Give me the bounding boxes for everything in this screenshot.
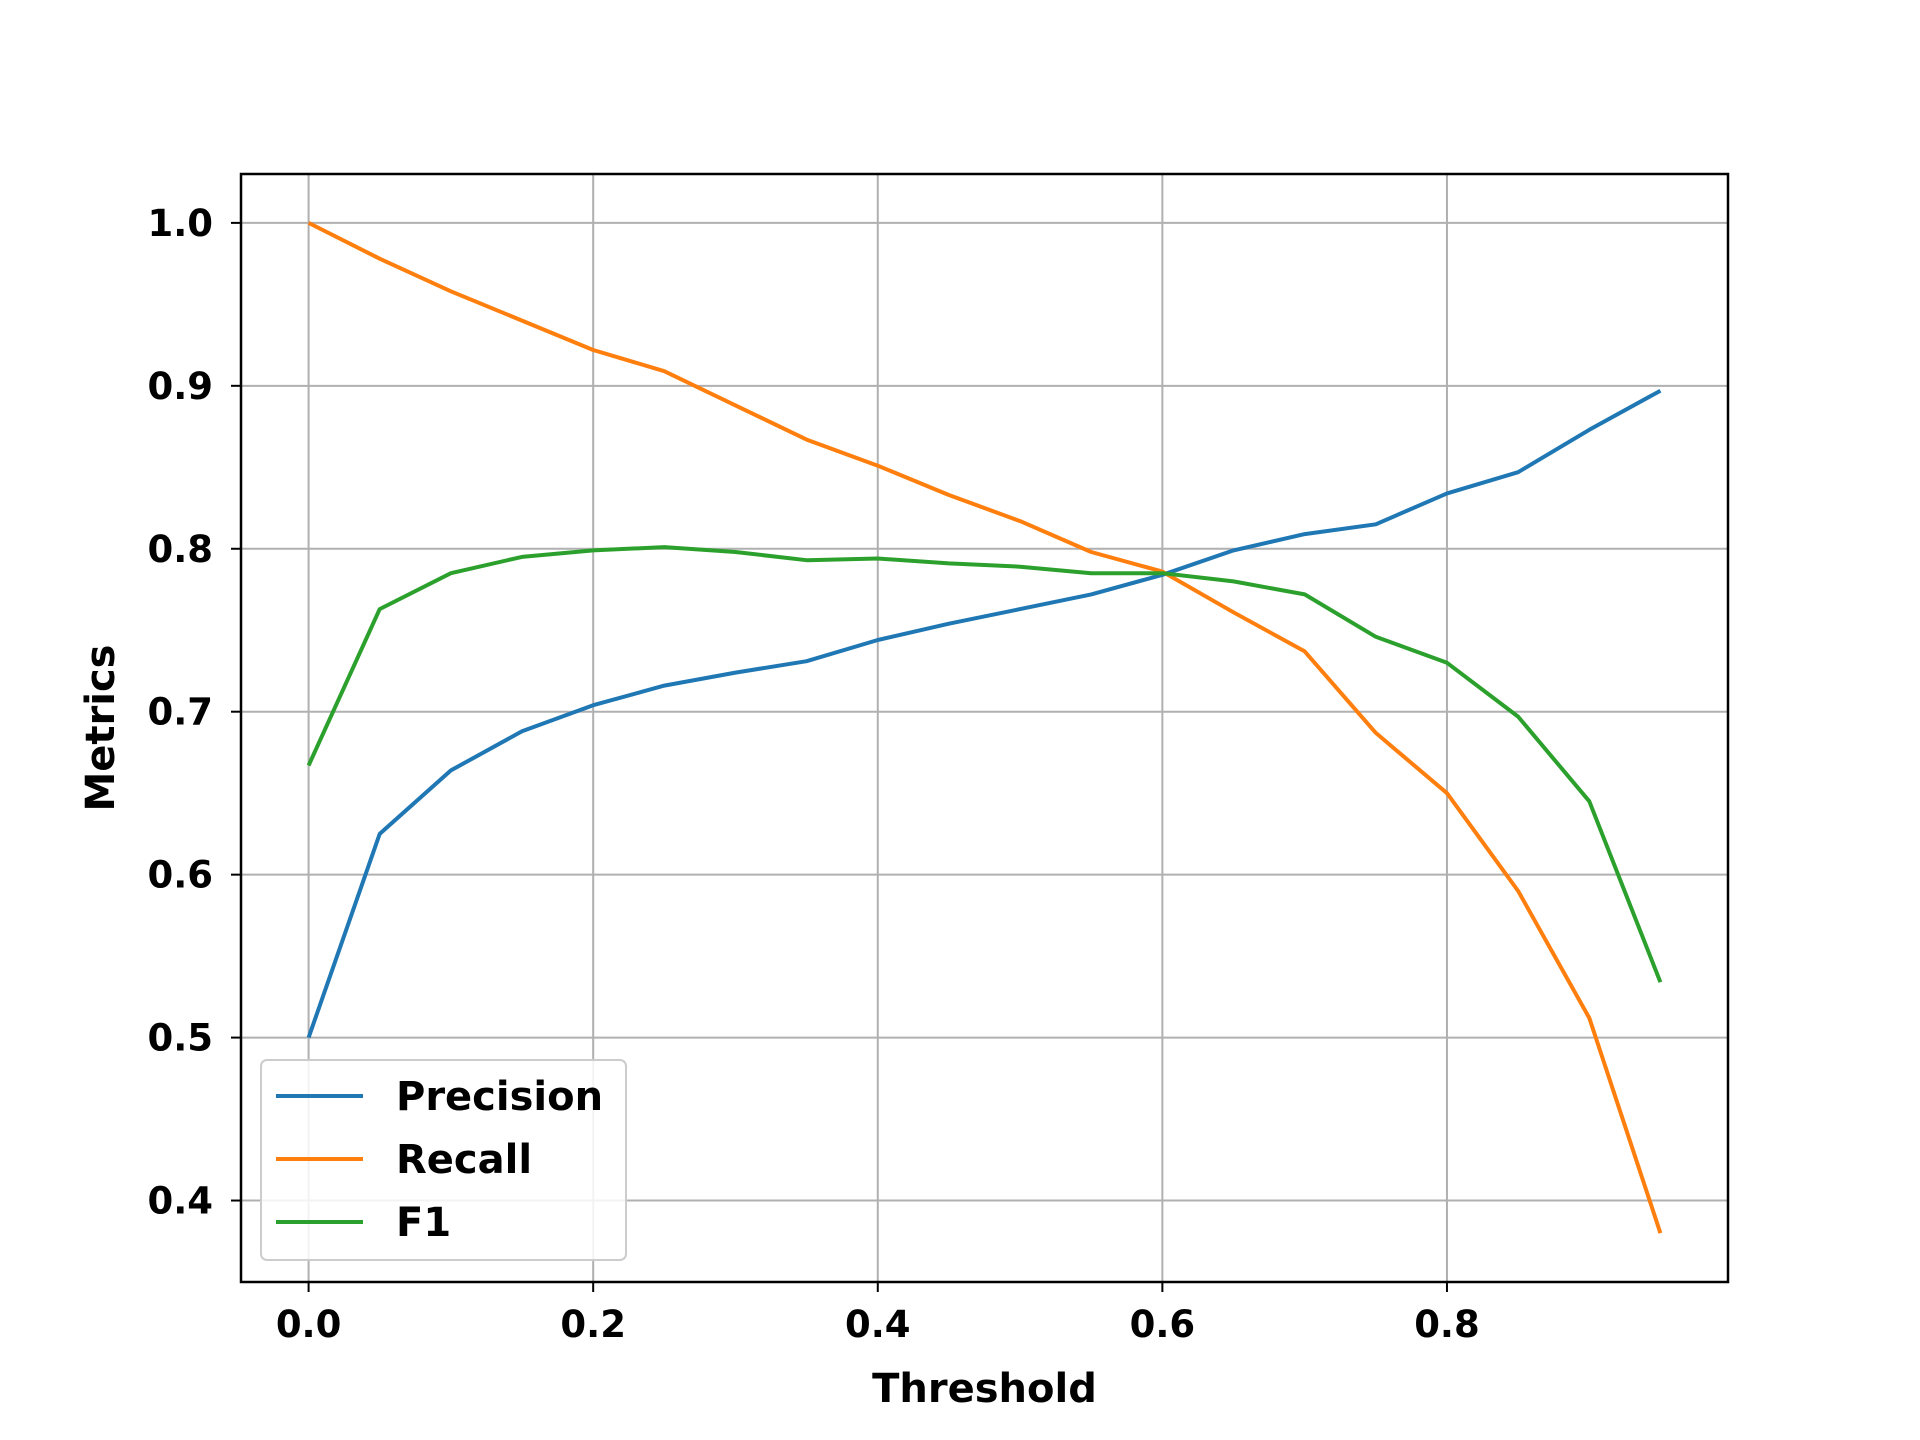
- series-lines: [306, 221, 1663, 1234]
- x-tick-label: 0.8: [1414, 1303, 1480, 1346]
- axis-ticks: 0.0 0.2 0.4 0.6 0.8 0.4 0.5 0.6 0.7 0.8 0.9 1.0: [147, 202, 1479, 1346]
- y-tick-label: 0.7: [147, 691, 213, 734]
- legend-label-precision: Precision: [396, 1074, 603, 1120]
- legend-label-f1: F1: [396, 1200, 451, 1246]
- x-axis-label: Threshold: [872, 1366, 1097, 1412]
- plot-frame: [239, 172, 1730, 1284]
- y-tick-label: 0.9: [147, 365, 213, 408]
- y-tick-label: 0.6: [147, 854, 213, 897]
- y-tick-label: 0.4: [147, 1180, 213, 1223]
- x-tick-label: 0.0: [276, 1303, 342, 1346]
- y-axis-label: Metrics: [78, 644, 124, 811]
- y-tick-label: 1.0: [147, 202, 213, 245]
- legend: Precision Recall F1: [260, 1059, 627, 1261]
- legend-label-recall: Recall: [396, 1137, 532, 1183]
- precision-line: [306, 388, 1662, 1039]
- x-tick-label: 0.2: [560, 1303, 626, 1346]
- y-tick-label: 0.5: [147, 1017, 213, 1060]
- f1-line: [306, 545, 1663, 983]
- x-tick-label: 0.6: [1130, 1303, 1196, 1346]
- grid: [241, 174, 1728, 1282]
- x-tick-label: 0.4: [845, 1303, 911, 1346]
- recall-line: [307, 221, 1663, 1234]
- legend-box: [260, 1059, 627, 1261]
- y-tick-label: 0.8: [147, 528, 213, 571]
